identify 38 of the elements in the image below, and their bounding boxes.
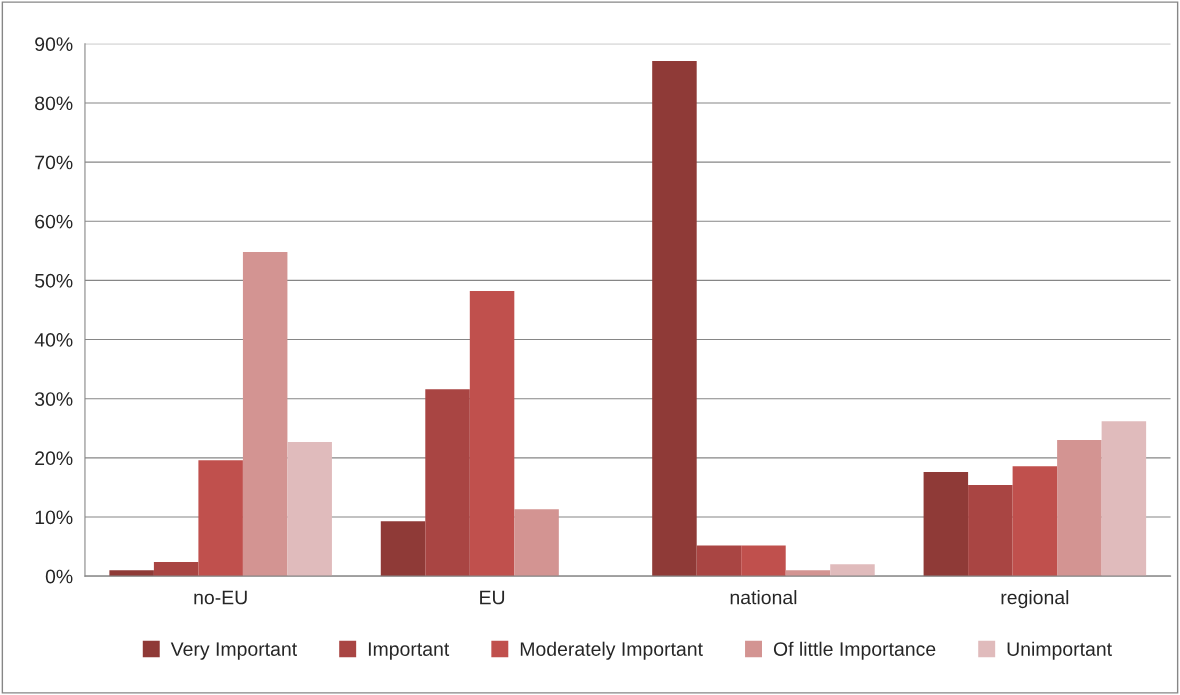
x-tick-label: EU [480, 590, 505, 605]
bar [514, 509, 559, 577]
y-tick-label: 20% [35, 451, 73, 466]
bar [109, 570, 154, 577]
x-tick-label: national [730, 590, 797, 605]
legend-label: Unimportant [1007, 641, 1112, 660]
legend-label: Of little Importance [773, 641, 936, 660]
y-tick-label: 0% [45, 569, 73, 584]
y-tick-label: 90% [35, 37, 73, 52]
bar [469, 291, 515, 577]
bar [1101, 421, 1147, 577]
bar [242, 252, 288, 577]
bar [968, 485, 1013, 577]
bar [830, 564, 875, 577]
bar [785, 570, 831, 577]
bar [380, 521, 426, 577]
bar [198, 460, 243, 577]
legend-label: Important [368, 642, 450, 660]
x-tick-label: regional [1001, 590, 1069, 609]
bar [652, 60, 697, 577]
y-tick-label: 40% [34, 333, 73, 347]
y-tick-label: 60% [35, 214, 73, 229]
bar [1012, 466, 1058, 577]
bar [741, 545, 786, 577]
bar [287, 441, 332, 577]
y-tick-label: 50% [35, 273, 73, 288]
bar [1057, 440, 1102, 577]
bar [425, 389, 470, 577]
bar [923, 472, 969, 577]
y-tick-label: 30% [34, 392, 73, 406]
bar [153, 561, 199, 577]
x-tick-label: no-EU [194, 590, 247, 605]
legend-label: Moderately Important [520, 641, 703, 660]
y-tick-label: 80% [35, 96, 73, 111]
y-tick-label: 70% [35, 155, 73, 170]
y-tick-label: 10% [35, 510, 73, 525]
bar [696, 545, 742, 577]
legend-label: Very Important [170, 642, 297, 660]
